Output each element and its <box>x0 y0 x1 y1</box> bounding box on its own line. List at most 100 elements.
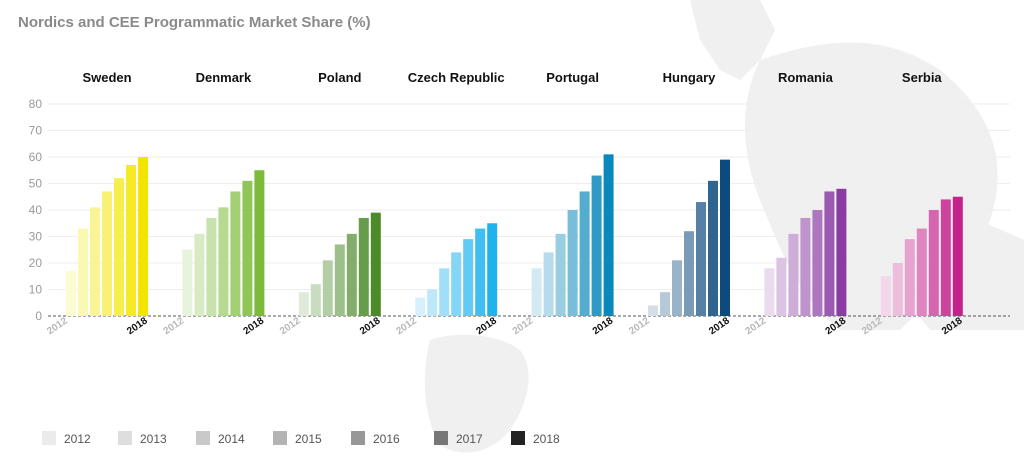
bar <box>230 191 241 316</box>
bar <box>126 164 136 316</box>
group-denmark: Denmark 2012 2018 <box>162 70 267 337</box>
bar <box>543 252 554 316</box>
bar-groups: Sweden 2012 2018 Denmark 2012 2018 Poland 2012 2… <box>45 70 965 337</box>
group-sweden: Sweden 2012 2018 <box>45 70 150 337</box>
bar <box>114 178 124 316</box>
year-label-first: 2012 <box>394 315 419 337</box>
bar <box>334 244 345 316</box>
country-label: Hungary <box>663 70 717 85</box>
group-poland: Poland 2012 2018 <box>278 70 383 337</box>
year-label-first: 2012 <box>278 315 303 337</box>
bar <box>696 202 706 316</box>
bar <box>776 257 787 316</box>
y-tick-label: 40 <box>29 203 43 217</box>
legend-swatch <box>434 431 448 445</box>
bar <box>322 260 333 316</box>
y-tick-label: 20 <box>29 256 43 270</box>
bar <box>567 210 578 316</box>
y-tick-label: 30 <box>29 230 43 244</box>
year-label-last: 2018 <box>591 315 616 337</box>
bar <box>218 207 229 316</box>
bar <box>463 239 474 316</box>
legend-swatch <box>118 431 132 445</box>
country-label: Poland <box>318 70 361 85</box>
country-label: Romania <box>778 70 834 85</box>
year-label-first: 2012 <box>45 315 70 337</box>
bar <box>880 276 891 316</box>
bar <box>475 228 486 316</box>
bar <box>370 212 381 316</box>
legend-swatch <box>351 431 365 445</box>
chart-title: Nordics and CEE Programmatic Market Shar… <box>18 14 371 31</box>
bar <box>298 292 309 316</box>
legend-label: 2012 <box>64 432 91 446</box>
group-hungary: Hungary 2012 2018 <box>627 70 732 337</box>
bar <box>800 217 811 316</box>
bar <box>916 228 927 316</box>
bar <box>90 207 100 316</box>
bar <box>928 210 939 316</box>
country-label: Czech Republic <box>408 70 505 85</box>
y-tick-label: 0 <box>35 309 42 323</box>
y-tick-label: 50 <box>29 177 43 191</box>
year-label-first: 2012 <box>744 315 769 337</box>
country-label: Serbia <box>902 70 943 85</box>
bar <box>904 239 915 316</box>
legend-label: 2015 <box>295 432 322 446</box>
bar <box>672 260 682 316</box>
year-label-last: 2018 <box>707 315 732 337</box>
bar <box>66 270 76 316</box>
legend-swatch <box>42 431 56 445</box>
bar <box>439 268 450 316</box>
bar <box>194 233 205 316</box>
bar <box>358 217 369 316</box>
year-label-last: 2018 <box>474 315 499 337</box>
bar <box>892 263 903 316</box>
year-label-first: 2012 <box>627 315 652 337</box>
bar <box>660 292 670 316</box>
bar <box>254 170 265 316</box>
legend-swatch <box>273 431 287 445</box>
bar <box>591 175 602 316</box>
bar <box>78 228 88 316</box>
bar <box>182 249 193 316</box>
bar <box>764 268 775 316</box>
legend: 2012 2013 2014 2015 2016 2017 2018 <box>42 431 560 446</box>
bar <box>940 199 951 316</box>
bar <box>555 233 566 316</box>
bar <box>102 191 112 316</box>
y-tick-label: 80 <box>29 97 43 111</box>
bar <box>788 233 799 316</box>
bar <box>812 210 823 316</box>
group-czech-republic: Czech Republic 2012 2018 <box>394 70 504 337</box>
bar <box>427 289 438 316</box>
bar <box>648 305 658 316</box>
group-portugal: Portugal 2012 2018 <box>511 70 616 337</box>
bar <box>242 180 253 316</box>
year-label-last: 2018 <box>125 315 150 337</box>
year-label-last: 2018 <box>242 315 267 337</box>
country-label: Portugal <box>546 70 599 85</box>
bar <box>684 231 694 316</box>
y-tick-label: 60 <box>29 150 43 164</box>
bar <box>206 217 217 316</box>
bar <box>952 196 963 316</box>
bar <box>603 154 614 316</box>
legend-label: 2016 <box>373 432 400 446</box>
legend-label: 2017 <box>456 432 483 446</box>
bar <box>346 233 357 316</box>
bar <box>824 191 835 316</box>
y-tick-label: 10 <box>29 283 43 297</box>
legend-label: 2013 <box>140 432 167 446</box>
bar <box>310 284 321 316</box>
bar <box>531 268 542 316</box>
y-axis: 0 10 20 30 40 50 60 70 80 <box>29 97 1010 323</box>
legend-swatch <box>196 431 210 445</box>
y-tick-label: 70 <box>29 124 43 138</box>
legend-label: 2018 <box>533 432 560 446</box>
year-label-first: 2012 <box>511 315 536 337</box>
bar <box>415 297 426 316</box>
bar <box>451 252 462 316</box>
